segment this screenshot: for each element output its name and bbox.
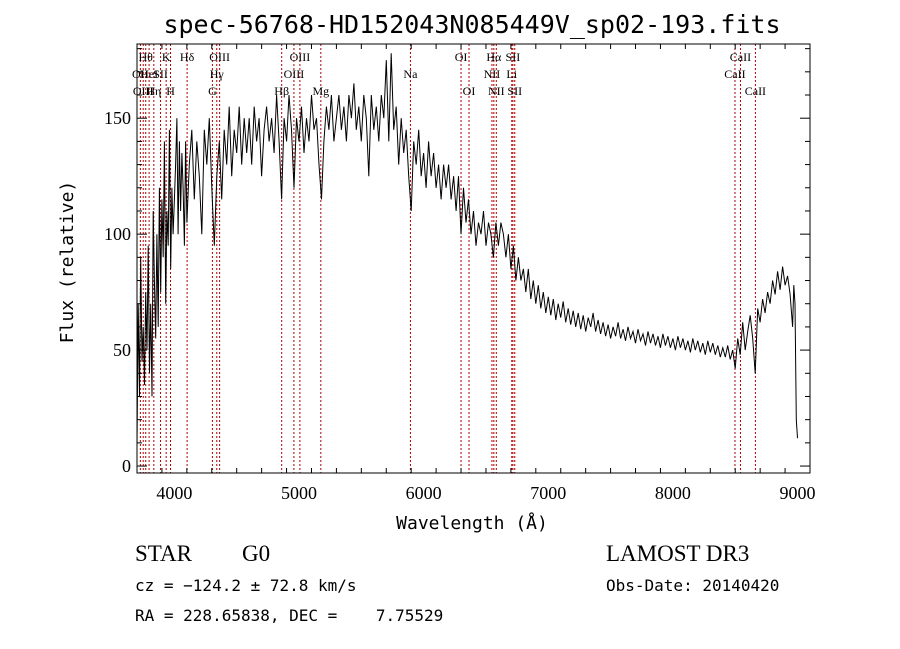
line-marker-label: OI [463,84,476,98]
x-tick-label: 5000 [281,483,317,503]
object-class: STAR [135,541,193,566]
x-tick-label: 4000 [156,483,192,503]
line-markers [139,44,756,473]
line-marker-label: G [208,84,217,98]
x-axis-label: Wavelength (Å) [396,512,548,534]
object-subclass: G0 [242,541,270,566]
line-marker-label: OIII [133,84,154,98]
observation-date: Obs-Date: 20140420 [606,576,779,595]
line-marker-label: CaII [730,50,751,64]
line-marker-labels: OII OIII Hθ HeI Hη SII K H Hδ G Hγ OIII Hβ OIII OIII Mg… [132,50,766,98]
line-marker-label: SII [153,67,168,81]
line-marker-label: SII [507,84,522,98]
line-marker-label: OIII [209,50,230,64]
y-axis-label: Flux (relative) [57,181,78,344]
line-marker-label: Hδ [180,50,195,64]
line-marker-label: OII [132,67,149,81]
x-tick-label: 6000 [406,483,442,503]
y-tick-label: 150 [104,108,131,128]
coordinates: RA = 228.65838, DEC = 7.75529 [135,606,443,625]
x-tick-label: 8000 [655,483,691,503]
x-tick-label: 7000 [530,483,566,503]
y-tick-label: 50 [113,340,131,360]
y-axis-ticks: 0 50 100 150 [104,48,810,476]
line-marker-label: Mg [312,84,329,98]
line-marker-label: Li [506,67,517,81]
line-marker-label: Hη [146,84,161,98]
line-marker-label: NII [488,84,505,98]
y-tick-label: 0 [122,456,131,476]
x-axis-ticks: 4000 5000 6000 7000 8000 9000 [136,44,816,503]
line-marker-label: Na [403,67,418,81]
survey-name: LAMOST DR3 [606,541,749,566]
line-marker-label: OI [455,50,468,64]
line-marker-label: Hθ [139,50,154,64]
line-marker-label: CaII [745,84,766,98]
plot-frame [136,43,811,474]
x-tick-label: 9000 [780,483,816,503]
line-marker-label: CaII [724,67,745,81]
line-marker-label: Hα [486,50,502,64]
line-marker-label: SII [506,50,521,64]
line-marker-label: OIII [284,67,305,81]
y-tick-label: 100 [104,224,131,244]
redshift-info: cz = −124.2 ± 72.8 km/s [135,576,357,595]
line-marker-label: K [162,50,171,64]
spectrum-series [136,53,798,448]
line-marker-label: Hβ [274,84,289,98]
chart-title: spec-56768-HD152043N085449V_sp02-193.fit… [163,10,780,39]
line-marker-label: NII [484,67,501,81]
line-marker-label: H [166,84,175,98]
line-marker-label: HeI [140,67,158,81]
line-marker-label: OIII [290,50,311,64]
line-marker-label: Hγ [210,67,225,81]
